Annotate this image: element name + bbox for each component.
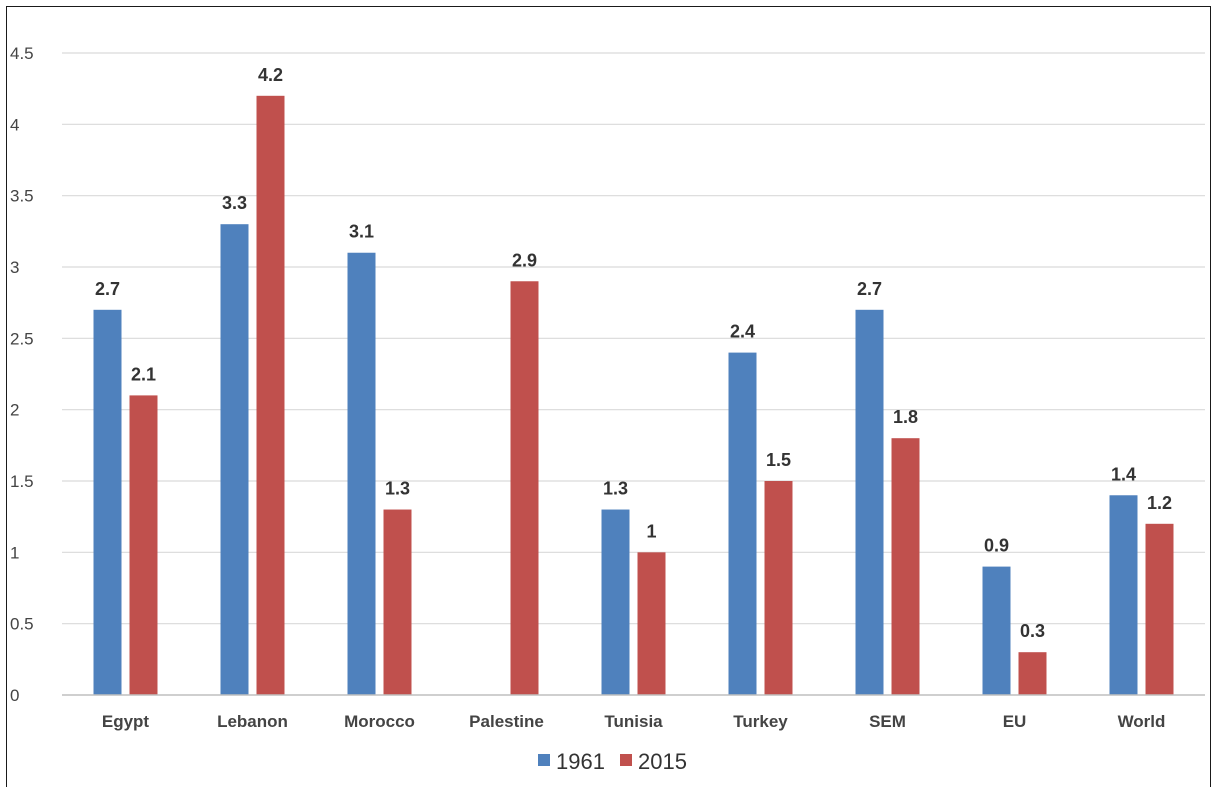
y-tick-label: 4.5 <box>10 44 34 63</box>
data-label: 0.3 <box>1020 621 1045 641</box>
legend-label: 1961 <box>556 749 605 774</box>
x-axis-labels: Egypt Lebanon Morocco Palestine Tunisia Turke… <box>102 712 1166 731</box>
data-labels: 2.7 2.1 3.3 4.2 3.1 1.3 2.9 1.3 1 2.4 1.5 2.7 1.8 0.9… <box>95 65 1172 641</box>
y-tick-label: 0 <box>10 686 19 705</box>
data-label: 2.4 <box>730 322 755 342</box>
bar-2015 <box>383 509 412 695</box>
y-tick-label: 3.5 <box>10 187 34 206</box>
data-label: 2.9 <box>512 250 537 270</box>
bar-2015 <box>1145 523 1174 695</box>
bar-2015 <box>637 552 666 695</box>
y-tick-label: 2 <box>10 401 19 420</box>
x-tick-label: EU <box>1003 712 1027 731</box>
bar-2015 <box>256 95 285 696</box>
bar-1961 <box>93 309 122 695</box>
legend-swatch-2015 <box>620 754 632 766</box>
x-tick-label: Turkey <box>733 712 788 731</box>
data-label: 1.3 <box>603 479 628 499</box>
data-label: 3.3 <box>222 193 247 213</box>
legend-label: 2015 <box>638 749 687 774</box>
bar-2015 <box>129 395 158 695</box>
legend: 1961 2015 <box>538 749 687 774</box>
chart-frame <box>6 6 1211 787</box>
data-label: 3.1 <box>349 222 374 242</box>
data-label: 4.2 <box>258 65 283 85</box>
y-tick-label: 1.5 <box>10 472 34 491</box>
bar-2015 <box>1018 652 1047 695</box>
data-label: 1.2 <box>1147 493 1172 513</box>
data-label: 1.4 <box>1111 464 1136 484</box>
bar-1961 <box>1109 495 1138 695</box>
bar-2015 <box>891 438 920 695</box>
y-tick-label: 1 <box>10 543 19 562</box>
x-tick-label: Tunisia <box>604 712 663 731</box>
legend-swatch-1961 <box>538 754 550 766</box>
data-label: 1.5 <box>766 450 791 470</box>
x-tick-label: Egypt <box>102 712 150 731</box>
bar-1961 <box>347 252 376 695</box>
data-label: 1.3 <box>385 479 410 499</box>
x-tick-label: Morocco <box>344 712 415 731</box>
x-tick-label: SEM <box>869 712 906 731</box>
y-tick-label: 0.5 <box>10 615 34 634</box>
gridlines <box>62 52 1205 625</box>
y-tick-label: 2.5 <box>10 329 34 348</box>
bar-1961 <box>601 509 630 695</box>
y-tick-label: 4 <box>10 115 19 134</box>
bar-1961 <box>982 566 1011 695</box>
bar-1961 <box>728 352 757 695</box>
bar-2015 <box>510 281 539 695</box>
y-tick-label: 3 <box>10 258 19 277</box>
bars <box>93 95 1174 696</box>
data-label: 2.7 <box>95 279 120 299</box>
bar-2015 <box>764 481 793 695</box>
data-label: 1 <box>646 521 656 541</box>
x-tick-label: Palestine <box>469 712 544 731</box>
bar-1961 <box>855 309 884 695</box>
data-label: 2.1 <box>131 364 156 384</box>
x-tick-label: World <box>1118 712 1166 731</box>
data-label: 1.8 <box>893 407 918 427</box>
data-label: 2.7 <box>857 279 882 299</box>
data-label: 0.9 <box>984 536 1009 556</box>
x-tick-label: Lebanon <box>217 712 288 731</box>
y-axis-ticks: 0 0.5 1 1.5 2 2.5 3 3.5 4 4.5 <box>10 44 34 705</box>
bar-1961 <box>220 224 249 695</box>
